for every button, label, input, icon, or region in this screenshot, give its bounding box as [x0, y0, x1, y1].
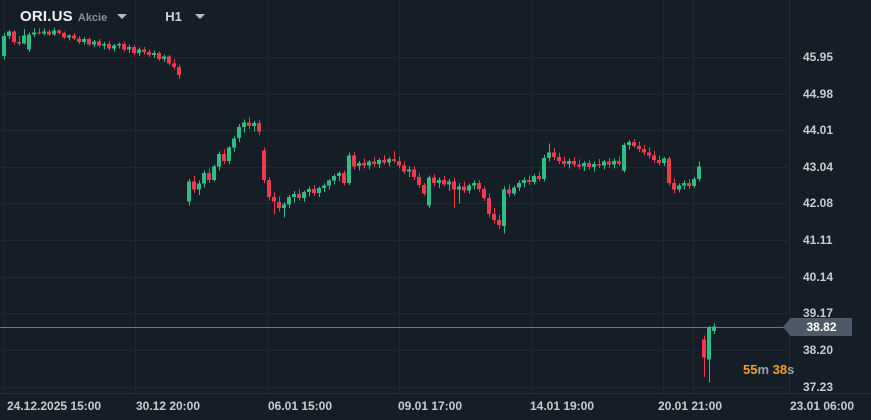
time-axis-label: 14.01 19:00: [529, 399, 595, 413]
chart-header: ORI.US Akcie H1: [20, 8, 205, 25]
symbol-button[interactable]: ORI.US Akcie: [20, 8, 128, 25]
price-axis-label: 37.23: [803, 379, 834, 394]
chevron-down-icon: [194, 14, 205, 19]
price-axis-label: 40.14: [803, 269, 834, 284]
symbol-label: ORI.US: [20, 8, 73, 25]
price-axis-label: 45.95: [803, 50, 834, 64]
time-axis-label: 09.01 17:00: [397, 399, 463, 413]
countdown-seconds-unit: s: [787, 362, 795, 377]
instrument-type-label: Akcie: [77, 12, 108, 24]
bar-countdown: 55m 38s: [743, 362, 794, 377]
price-axis-label: 43.04: [803, 160, 834, 174]
countdown-seconds: 38: [772, 362, 788, 377]
time-axis-label: 20.01 21:00: [657, 399, 723, 413]
price-axis-label: 42.08: [803, 196, 834, 211]
time-axis[interactable]: 24.12.2025 15:00 30.12 20:00 06.01 15:00 09…: [0, 393, 871, 420]
time-axis-label: 23.01 06:00: [789, 399, 855, 413]
price-axis-label: 38.20: [803, 342, 834, 357]
chevron-down-icon: [117, 14, 128, 19]
current-price-tag: 38.82: [783, 318, 852, 336]
time-axis-label: 24.12.2025 15:00: [7, 399, 102, 413]
countdown-minutes: 55: [743, 362, 758, 377]
time-axis-label: 06.01 15:00: [267, 399, 333, 413]
price-axis[interactable]: 45.95 44.98 44.01 43.04 42.08 41.11 40.14 39.17…: [789, 0, 871, 394]
price-axis-label: 41.11: [803, 233, 833, 247]
price-axis-label: 44.01: [803, 123, 834, 138]
price-axis-label: 39.17: [803, 306, 834, 321]
chart-canvas[interactable]: [0, 0, 871, 393]
price-axis-label: 44.98: [803, 86, 834, 101]
time-axis-label: 30.12 20:00: [135, 399, 201, 413]
timeframe-label: H1: [165, 9, 182, 24]
timeframe-button[interactable]: H1: [165, 9, 205, 24]
countdown-minutes-unit: m: [757, 362, 770, 377]
